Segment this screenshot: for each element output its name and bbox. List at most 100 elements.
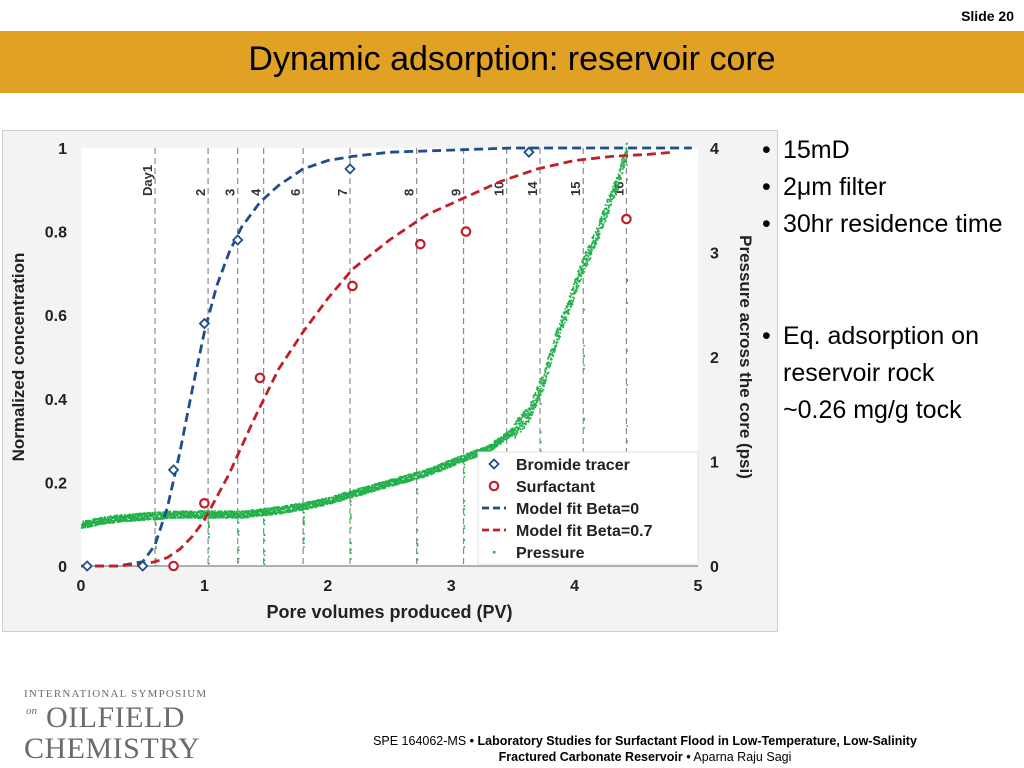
pressure-point bbox=[476, 448, 479, 451]
pressure-point bbox=[589, 254, 591, 256]
pressure-point bbox=[497, 443, 499, 445]
pressure-point bbox=[334, 499, 336, 501]
pressure-point bbox=[507, 437, 510, 440]
pressure-point bbox=[585, 257, 587, 259]
pressure-point bbox=[487, 445, 490, 448]
pressure-point bbox=[157, 513, 159, 516]
pressure-point bbox=[456, 459, 459, 462]
pressure-spike-point bbox=[626, 151, 629, 154]
pressure-point bbox=[377, 483, 380, 485]
surfactant-point bbox=[415, 238, 426, 250]
pressure-point bbox=[241, 511, 243, 513]
pressure-point bbox=[360, 492, 363, 495]
pressure-point bbox=[465, 458, 468, 460]
pressure-point bbox=[459, 460, 462, 463]
pressure-point bbox=[425, 469, 427, 471]
pressure-point bbox=[278, 509, 280, 511]
pressure-point bbox=[589, 247, 592, 249]
y2-axis-title: Pressure across the core (psi) bbox=[736, 235, 755, 479]
pressure-point bbox=[123, 513, 126, 516]
pressure-spike-point bbox=[155, 518, 157, 520]
pressure-point bbox=[601, 218, 603, 220]
pressure-point bbox=[320, 501, 323, 504]
pressure-point bbox=[304, 507, 306, 510]
pressure-point bbox=[270, 511, 273, 514]
pressure-point bbox=[600, 222, 602, 224]
pressure-point bbox=[227, 512, 230, 515]
pressure-point bbox=[381, 482, 384, 485]
pressure-point bbox=[118, 518, 121, 521]
pressure-point bbox=[601, 225, 604, 227]
pressure-point bbox=[570, 295, 572, 297]
pressure-point bbox=[275, 511, 277, 513]
pressure-point bbox=[203, 510, 205, 512]
pressure-point bbox=[596, 228, 598, 230]
pressure-point bbox=[172, 516, 174, 519]
pressure-spike-point bbox=[237, 560, 240, 563]
pressure-point bbox=[377, 487, 380, 490]
pressure-point bbox=[525, 423, 527, 425]
pressure-point bbox=[578, 281, 581, 283]
pressure-point bbox=[485, 450, 488, 452]
pressure-point bbox=[594, 239, 597, 242]
pressure-point bbox=[619, 170, 621, 173]
pressure-point bbox=[410, 473, 413, 475]
pressure-point bbox=[545, 379, 548, 381]
pressure-point bbox=[215, 512, 217, 514]
pressure-point bbox=[248, 516, 251, 518]
pressure-point bbox=[179, 513, 181, 516]
pressure-series bbox=[80, 142, 629, 567]
pressure-point bbox=[567, 303, 569, 306]
pressure-point bbox=[320, 500, 323, 502]
pressure-point bbox=[285, 504, 288, 507]
pressure-point bbox=[561, 314, 563, 317]
pressure-point bbox=[227, 516, 229, 519]
pressure-point bbox=[575, 287, 578, 290]
pressure-point bbox=[378, 484, 380, 486]
pressure-point bbox=[581, 269, 583, 271]
pressure-point bbox=[595, 241, 597, 244]
pressure-point bbox=[317, 499, 320, 501]
pressure-point bbox=[515, 423, 518, 425]
pressure-point bbox=[541, 382, 544, 385]
slide-title: Dynamic adsorption: reservoir core bbox=[248, 40, 776, 78]
pressure-point bbox=[489, 444, 491, 446]
pressure-point bbox=[597, 230, 599, 233]
pressure-spike-point bbox=[463, 513, 466, 516]
pressure-spike-point bbox=[303, 537, 305, 539]
pressure-point bbox=[157, 511, 159, 514]
pressure-point bbox=[371, 485, 373, 488]
pressure-point bbox=[437, 467, 440, 469]
pressure-point bbox=[143, 519, 146, 521]
pressure-point bbox=[555, 344, 558, 347]
pressure-spike-point bbox=[583, 308, 585, 311]
pressure-point bbox=[552, 348, 555, 351]
pressure-point bbox=[200, 512, 202, 514]
pressure-point bbox=[149, 512, 152, 515]
pressure-point bbox=[619, 168, 622, 170]
pressure-point bbox=[370, 484, 373, 487]
pressure-point bbox=[532, 395, 535, 398]
pressure-point bbox=[461, 455, 463, 457]
pressure-point bbox=[182, 513, 185, 515]
pressure-point bbox=[89, 521, 92, 523]
pressure-point bbox=[124, 519, 127, 522]
pressure-point bbox=[540, 389, 542, 392]
pressure-point bbox=[417, 471, 420, 474]
pressure-point bbox=[603, 208, 606, 210]
symposium-logo: INTERNATIONAL SYMPOSIUM on OILFIELD CHEM… bbox=[24, 688, 214, 765]
pressure-point bbox=[251, 509, 254, 511]
pressure-point bbox=[159, 518, 162, 520]
bullet-adsorption-value: ~0.26 mg/g tock bbox=[783, 396, 962, 424]
pressure-point bbox=[330, 500, 333, 503]
pressure-point bbox=[514, 435, 517, 437]
bromide-point bbox=[167, 464, 180, 476]
pressure-point bbox=[496, 444, 499, 447]
pressure-point bbox=[607, 198, 610, 201]
pressure-point bbox=[441, 465, 443, 467]
pressure-point bbox=[603, 221, 606, 224]
pressure-point bbox=[185, 515, 188, 518]
pressure-point bbox=[262, 510, 265, 512]
pressure-point bbox=[432, 468, 435, 471]
pressure-point bbox=[529, 412, 531, 414]
